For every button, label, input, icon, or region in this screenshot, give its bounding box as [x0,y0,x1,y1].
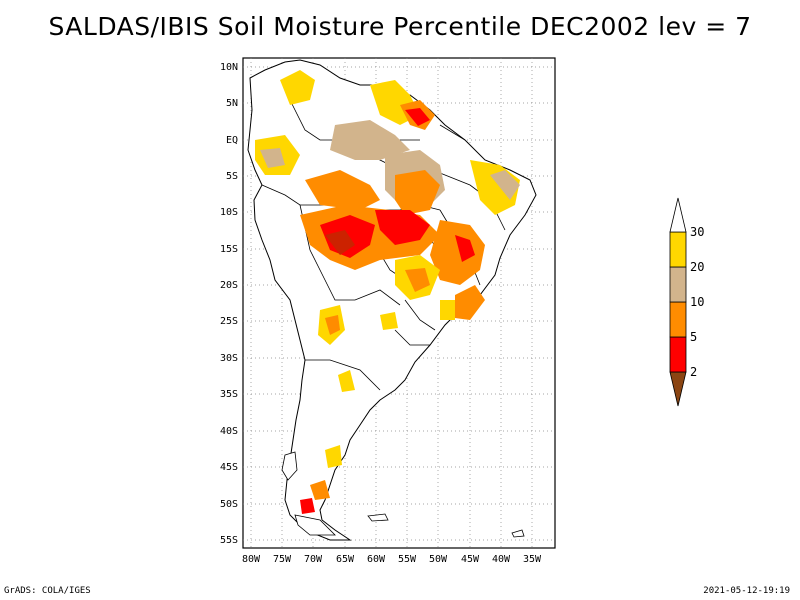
colorbar-label-20: 20 [690,260,704,274]
lat-label-5s: 5S [226,171,238,182]
lon-label-70w: 70W [304,554,323,565]
lat-label-45s: 45S [220,462,238,473]
footer-timestamp: 2021-05-12-19:19 [703,586,790,596]
lat-label-20s: 20S [220,280,238,291]
lon-label-80w: 80W [242,554,261,565]
longitude-axis: 80W 75W 70W 65W 60W 55W 50W 45W 40W 35W [242,554,542,565]
lat-label-15s: 15S [220,244,238,255]
colorbar-bin-red [669,336,687,373]
colorbar-label-5: 5 [690,330,697,344]
map-title: SALDAS/IBIS Soil Moisture Percentile DEC… [48,12,752,41]
lon-label-65w: 65W [336,554,355,565]
lon-label-35w: 35W [523,554,542,565]
islands [281,451,525,538]
lat-label-5n: 5N [226,98,238,109]
lat-label-40s: 40S [220,426,238,437]
lat-label-50s: 50S [220,499,238,510]
colorbar-label-2: 2 [690,365,697,379]
lat-label-eq: EQ [226,135,238,146]
footer-credit: GrADS: COLA/IGES [4,586,91,596]
lon-label-40w: 40W [492,554,511,565]
lon-label-50w: 50W [429,554,448,565]
lon-label-60w: 60W [367,554,386,565]
colorbar-bottom-arrow [669,371,687,407]
percentile-shading [255,70,520,514]
lat-label-10n: 10N [220,62,238,73]
lat-label-35s: 35S [220,389,238,400]
colorbar-label-10: 10 [690,295,704,309]
lat-label-30s: 30S [220,353,238,364]
colorbar-legend: 2 5 10 20 30 [669,197,704,407]
colorbar-bin-yellow [669,231,687,268]
lat-label-25s: 25S [220,316,238,327]
colorbar-label-30: 30 [690,225,704,239]
lon-label-55w: 55W [398,554,417,565]
lon-label-75w: 75W [273,554,292,565]
lat-label-10s: 10S [220,207,238,218]
colorbar-top-arrow [669,197,687,233]
colorbar-bin-tan [669,266,687,303]
colorbar-bin-orange [669,301,687,338]
lat-label-55s: 55S [220,535,238,546]
latitude-axis: 10N 5N EQ 5S 10S 15S 20S 25S 30S 35S 40S… [220,62,238,546]
lon-label-45w: 45W [461,554,480,565]
